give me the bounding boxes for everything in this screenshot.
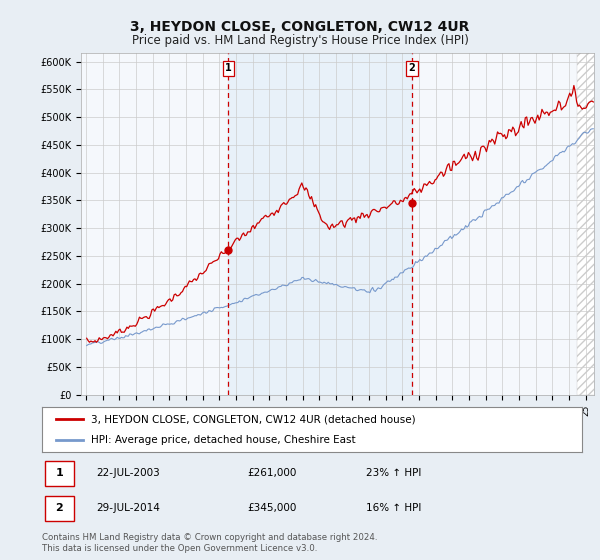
Bar — [577, 53, 600, 395]
Bar — [229, 53, 412, 395]
Text: £345,000: £345,000 — [247, 503, 296, 514]
Text: 2: 2 — [409, 63, 415, 73]
Text: 2: 2 — [55, 503, 63, 514]
Text: 3, HEYDON CLOSE, CONGLETON, CW12 4UR: 3, HEYDON CLOSE, CONGLETON, CW12 4UR — [130, 20, 470, 34]
Text: £261,000: £261,000 — [247, 468, 296, 478]
Text: 16% ↑ HPI: 16% ↑ HPI — [366, 503, 421, 514]
Text: 23% ↑ HPI: 23% ↑ HPI — [366, 468, 421, 478]
Text: 29-JUL-2014: 29-JUL-2014 — [96, 503, 160, 514]
Text: Contains HM Land Registry data © Crown copyright and database right 2024.
This d: Contains HM Land Registry data © Crown c… — [42, 533, 377, 553]
FancyBboxPatch shape — [45, 460, 74, 486]
Text: 1: 1 — [55, 468, 63, 478]
Text: Price paid vs. HM Land Registry's House Price Index (HPI): Price paid vs. HM Land Registry's House … — [131, 34, 469, 46]
Text: 1: 1 — [225, 63, 232, 73]
Text: 3, HEYDON CLOSE, CONGLETON, CW12 4UR (detached house): 3, HEYDON CLOSE, CONGLETON, CW12 4UR (de… — [91, 414, 415, 424]
Text: HPI: Average price, detached house, Cheshire East: HPI: Average price, detached house, Ches… — [91, 435, 355, 445]
Text: 22-JUL-2003: 22-JUL-2003 — [96, 468, 160, 478]
FancyBboxPatch shape — [45, 496, 74, 521]
